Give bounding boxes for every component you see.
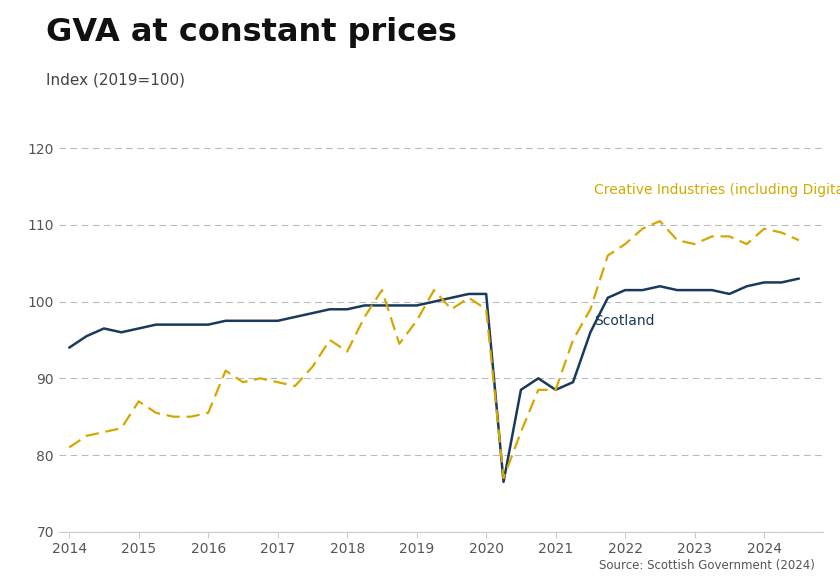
- Text: Creative Industries (including Digital): Creative Industries (including Digital): [594, 183, 840, 197]
- Text: Scotland: Scotland: [594, 314, 654, 328]
- Text: Index (2019=100): Index (2019=100): [46, 72, 185, 87]
- Text: GVA at constant prices: GVA at constant prices: [46, 17, 457, 49]
- Text: Source: Scottish Government (2024): Source: Scottish Government (2024): [599, 560, 815, 572]
